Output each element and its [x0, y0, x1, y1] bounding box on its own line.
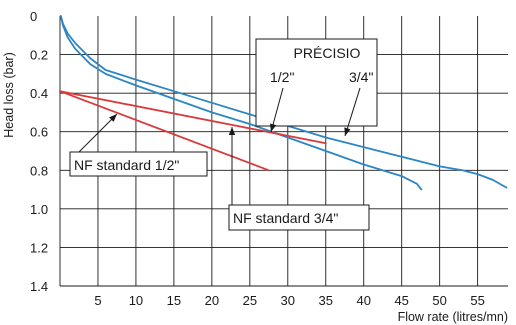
x-tick-label: 25 — [243, 293, 257, 308]
x-tick-label: 20 — [205, 293, 219, 308]
x-tick-label: 55 — [470, 293, 484, 308]
x-tick-label: 45 — [394, 293, 408, 308]
y-tick-label: 0.8 — [30, 163, 48, 178]
series — [59, 15, 508, 191]
nf-half-arrow — [78, 113, 118, 153]
three-quarter-arrow — [344, 87, 361, 137]
tick-labels: 5 10 15 20 25 30 35 40 45 50 55 0 0.2 0.4 0.6 0.8 1.0 1.2… — [30, 9, 485, 308]
series-line — [59, 90, 327, 145]
y-tick-label: 0.6 — [30, 125, 48, 140]
half-arrow-head — [270, 123, 277, 132]
three-quarter-arrow-head — [344, 127, 351, 136]
series-line — [59, 15, 508, 189]
nf-half-box — [69, 151, 208, 177]
x-axis-label: Flow rate (litres/mn) — [398, 310, 508, 324]
x-tick-label: 5 — [94, 293, 101, 308]
nf-half-arrow-head — [109, 114, 117, 122]
three-quarter-label: 3/4" — [349, 69, 373, 85]
nf-three-quarter-box — [228, 204, 370, 231]
x-tick-label: 40 — [356, 293, 370, 308]
x-tick-label: 50 — [432, 293, 446, 308]
y-tick-label: 0.2 — [30, 48, 48, 63]
y-tick-label: 1.0 — [30, 202, 48, 217]
x-tick-label: 35 — [319, 293, 333, 308]
y-tick-label: 0.4 — [30, 86, 48, 101]
y-tick-label: 0 — [30, 9, 37, 24]
y-tick-label: 1.2 — [30, 240, 48, 255]
nf-half-label: NF standard 1/2" — [74, 157, 179, 173]
half-label: 1/2" — [270, 69, 294, 85]
y-axis-label: Head loss (bar) — [2, 52, 16, 137]
nf-three-quarter-label: NF standard 3/4" — [233, 210, 338, 226]
series-line — [59, 90, 270, 172]
x-tick-label: 30 — [281, 293, 295, 308]
precisio-label: PRÉCISIO — [294, 45, 361, 61]
x-tick-label: 15 — [167, 293, 181, 308]
y-tick-label: 1.4 — [30, 279, 48, 294]
x-tick-label: 10 — [129, 293, 143, 308]
nf-three-quarter-arrow-head — [228, 127, 236, 135]
series-line — [59, 15, 423, 191]
